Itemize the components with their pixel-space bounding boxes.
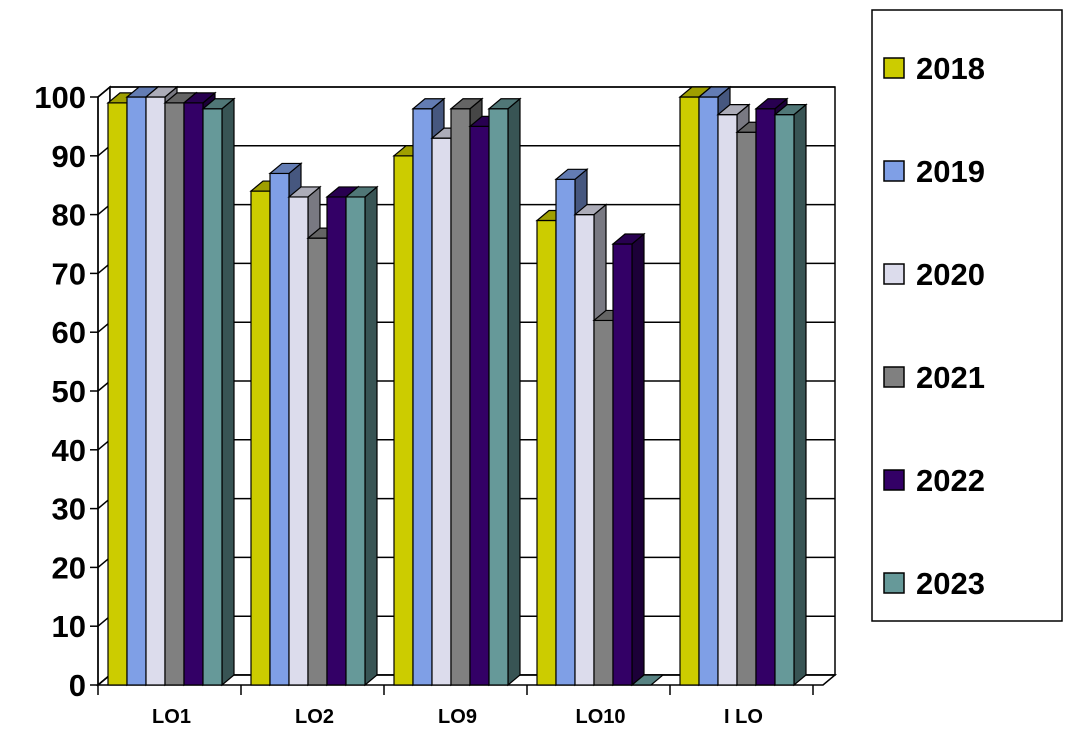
y-tick-label: 20 [52, 550, 86, 585]
legend-label: 2018 [916, 51, 985, 86]
legend-label: 2022 [916, 463, 985, 498]
y-tick-label: 40 [52, 433, 86, 468]
y-tick-label: 90 [52, 139, 86, 174]
bars [106, 85, 808, 687]
bar [630, 674, 665, 686]
y-tick-label: 10 [52, 609, 86, 644]
legend-swatch [883, 160, 905, 182]
bar [344, 185, 379, 687]
legend-swatch [883, 469, 905, 491]
bar [487, 97, 522, 687]
legend-label: 2021 [916, 360, 985, 395]
bar [611, 232, 646, 687]
y-tick-label: 100 [34, 80, 86, 115]
x-category-label: LO2 [295, 706, 334, 728]
y-tick-label: 80 [52, 198, 86, 233]
legend-box [871, 9, 1063, 622]
y-tick-label: 50 [52, 374, 86, 409]
legend-swatch [883, 263, 905, 285]
x-category-label: LO10 [575, 706, 625, 728]
legend-label: 2019 [916, 154, 985, 189]
y-axis-ticks: 0 10 20 30 40 50 60 70 80 90 100 [34, 80, 99, 703]
y-tick-label: 0 [69, 668, 86, 703]
legend-swatch [883, 57, 905, 79]
bar [201, 97, 236, 687]
x-category-label: LO9 [438, 706, 477, 728]
legend: 2018 2019 2020 2021 2022 2023 [871, 9, 1063, 622]
gridline-left [97, 86, 111, 98]
legend-swatch [883, 366, 905, 388]
legend-swatch [883, 572, 905, 594]
legend-label: 2023 [916, 566, 985, 601]
x-category-label: I LO [724, 706, 763, 728]
bar [773, 103, 808, 687]
y-tick-label: 30 [52, 492, 86, 527]
y-tick-label: 60 [52, 315, 86, 350]
x-category-label: LO1 [152, 706, 191, 728]
x-axis-categories: LO1 LO2 LO9 LO10 I LO [97, 685, 814, 728]
y-tick-label: 70 [52, 256, 86, 291]
legend-label: 2020 [916, 257, 985, 292]
